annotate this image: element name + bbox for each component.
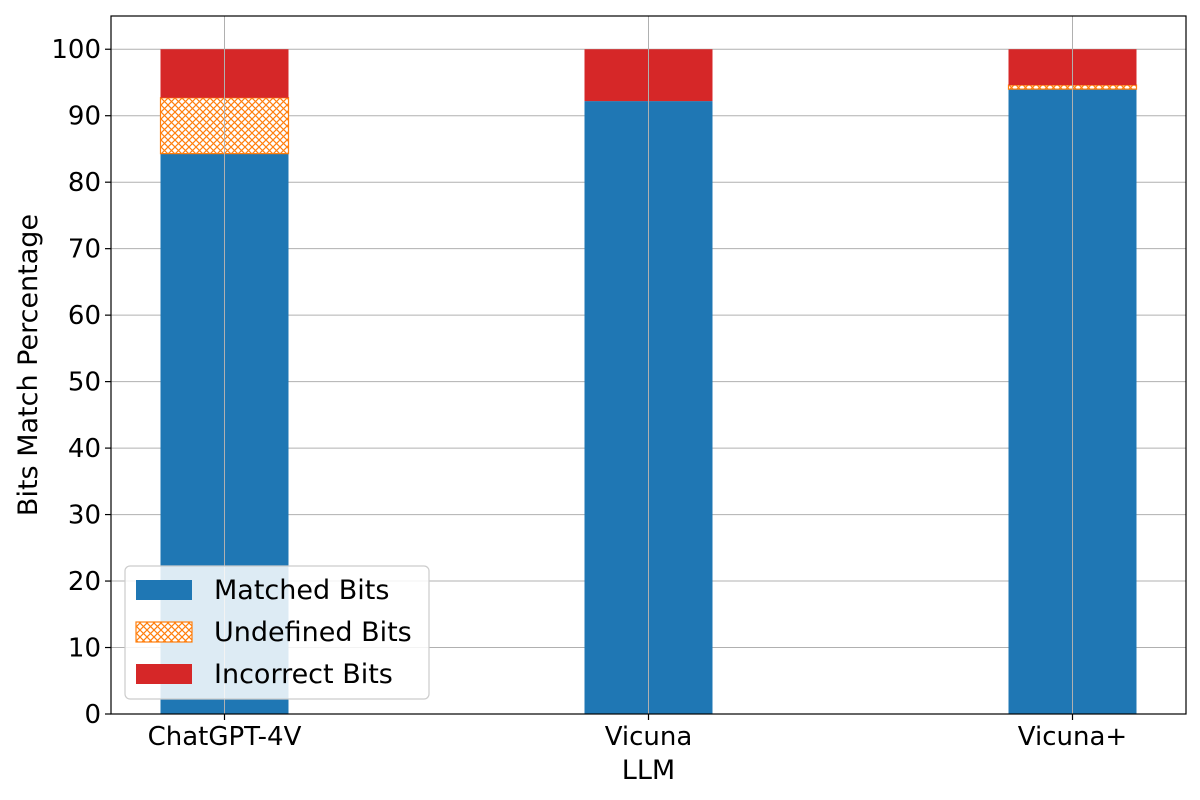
y-tick-label: 40 xyxy=(68,434,101,464)
y-tick-label: 0 xyxy=(84,700,101,730)
y-axis-label: Bits Match Percentage xyxy=(13,214,44,516)
legend-label: Matched Bits xyxy=(214,575,389,606)
y-tick-label: 80 xyxy=(68,168,101,198)
legend-label: Undefined Bits xyxy=(214,617,412,648)
legend: Matched Bits Undefined Bits Incorrect Bits xyxy=(124,565,430,700)
y-tick-label: 70 xyxy=(68,235,101,265)
legend-swatch-undefined-bits xyxy=(135,621,193,643)
x-axis-label: LLM xyxy=(622,755,675,786)
y-tick-label: 10 xyxy=(68,634,101,664)
x-tick-label: Vicuna xyxy=(605,722,693,752)
y-tick-label: 60 xyxy=(68,301,101,331)
legend-box xyxy=(124,565,430,700)
y-tick-label: 50 xyxy=(68,368,101,398)
legend-label: Incorrect Bits xyxy=(214,659,393,690)
x-tick-label: Vicuna+ xyxy=(1018,722,1127,752)
y-tick-label: 30 xyxy=(68,501,101,531)
x-tick-label: ChatGPT-4V xyxy=(148,722,302,752)
y-tick-label: 20 xyxy=(68,567,101,597)
y-tick-label: 100 xyxy=(51,35,101,65)
y-tick-label: 90 xyxy=(68,102,101,132)
legend-swatch-incorrect-bits xyxy=(136,664,192,684)
x-axis-ticks: ChatGPT-4V Vicuna Vicuna+ xyxy=(148,714,1127,752)
legend-swatch-matched-bits xyxy=(136,580,192,600)
y-axis-ticks: 0 10 20 30 40 50 60 70 80 90 100 xyxy=(51,35,111,730)
